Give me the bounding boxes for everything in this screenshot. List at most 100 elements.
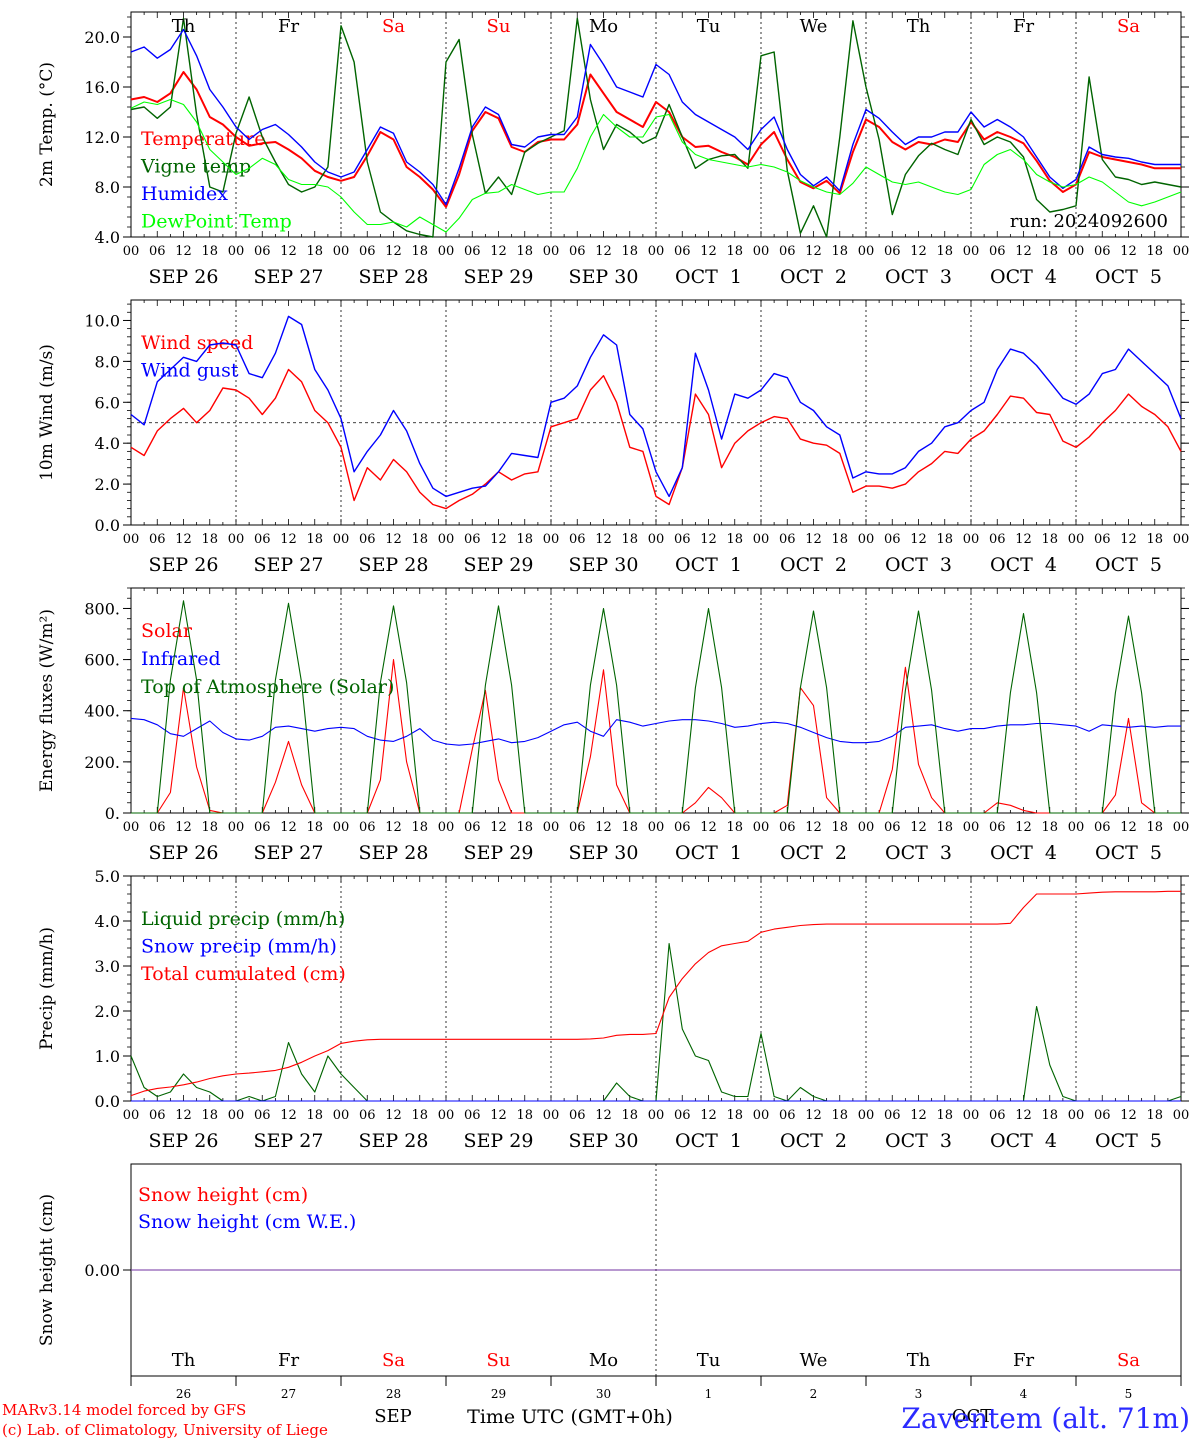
series-line-3	[130, 890, 1181, 1097]
hour-tick-label: 18	[411, 1108, 428, 1123]
hour-tick-label: 06	[569, 244, 586, 259]
hour-tick-label: 00	[228, 244, 245, 259]
weekday-label: Th	[907, 1350, 931, 1371]
hour-tick-label: 18	[621, 820, 638, 835]
y-tick-label: 4.0	[95, 912, 120, 931]
hour-tick-label: 18	[306, 820, 323, 835]
hour-tick-label: 00	[438, 820, 455, 835]
hour-tick-label: 06	[149, 244, 166, 259]
hour-tick-label: 12	[1015, 532, 1032, 547]
hour-tick-label: 12	[1120, 532, 1137, 547]
hour-tick-label: 12	[280, 244, 297, 259]
weekday-label: Th	[907, 16, 931, 37]
hour-tick-label: 00	[228, 820, 245, 835]
hour-tick-label: 00	[123, 1108, 140, 1123]
hour-tick-label: 00	[543, 820, 560, 835]
weekday-label: Fr	[1013, 1350, 1034, 1371]
hour-tick-label: 12	[910, 1108, 927, 1123]
hour-tick-label: 06	[779, 244, 796, 259]
hour-tick-label: 00	[753, 820, 770, 835]
legend-entry: Total cumulated (cm)	[141, 963, 346, 985]
weekday-label: Mo	[589, 16, 618, 37]
y-tick-label: 2.0	[95, 1002, 120, 1021]
hour-tick-label: 12	[805, 1108, 822, 1123]
hour-tick-label: 12	[1120, 1108, 1137, 1123]
legend-entry: Wind gust	[141, 360, 239, 382]
date-label: SEP 27	[254, 266, 324, 288]
hour-tick-label: 06	[359, 1108, 376, 1123]
hour-tick-label: 18	[621, 1108, 638, 1123]
legend-entry: Top of Atmosphere (Solar)	[141, 676, 394, 698]
date-label: OCT 3	[885, 1130, 952, 1152]
y-tick-label: 3.0	[95, 957, 120, 976]
weekday-label: Sa	[1117, 16, 1140, 37]
y-tick-label: 4.0	[95, 228, 120, 247]
hour-tick-label: 12	[280, 1108, 297, 1123]
hour-tick-label: 00	[858, 244, 875, 259]
day-number: 29	[491, 1387, 506, 1401]
date-label: OCT 2	[780, 1130, 847, 1152]
hour-tick-label: 12	[595, 1108, 612, 1123]
hour-tick-label: 00	[1173, 532, 1190, 547]
hour-tick-label: 06	[464, 1108, 481, 1123]
y-tick-label: 800.	[84, 599, 120, 618]
day-number: 2	[810, 1387, 818, 1401]
hour-tick-label: 18	[726, 820, 743, 835]
legend-entry: Wind speed	[141, 332, 253, 354]
hour-tick-label: 18	[936, 244, 953, 259]
hour-tick-label: 00	[333, 1108, 350, 1123]
hour-tick-label: 00	[123, 820, 140, 835]
hour-tick-label: 12	[595, 532, 612, 547]
hour-tick-label: 00	[753, 244, 770, 259]
hour-tick-label: 18	[201, 532, 218, 547]
y-tick-label: 16.0	[84, 78, 120, 97]
hour-tick-label: 00	[123, 244, 140, 259]
hour-tick-label: 18	[621, 244, 638, 259]
hour-tick-label: 06	[464, 820, 481, 835]
hour-tick-label: 00	[858, 532, 875, 547]
date-label: SEP 27	[254, 842, 324, 864]
weekday-label: Su	[487, 16, 511, 37]
month-label: SEP	[374, 1406, 412, 1427]
hour-tick-label: 00	[1173, 244, 1190, 259]
date-label: SEP 26	[149, 842, 219, 864]
y-axis-label: Precip (mm/h)	[37, 927, 57, 1050]
hour-tick-label: 06	[359, 532, 376, 547]
hour-tick-label: 18	[516, 532, 533, 547]
day-number: 26	[176, 1387, 191, 1401]
hour-tick-label: 12	[385, 1108, 402, 1123]
series-line-2	[130, 315, 1182, 498]
hour-tick-label: 12	[280, 532, 297, 547]
hour-tick-label: 00	[438, 532, 455, 547]
hour-tick-label: 06	[674, 820, 691, 835]
y-tick-label: 600.	[84, 651, 120, 670]
day-number: 5	[1125, 1387, 1133, 1401]
hour-tick-label: 06	[359, 244, 376, 259]
hour-tick-label: 18	[936, 820, 953, 835]
hour-tick-label: 12	[280, 820, 297, 835]
date-label: SEP 29	[464, 554, 534, 576]
hour-tick-label: 00	[1068, 1108, 1085, 1123]
hour-tick-label: 06	[884, 532, 901, 547]
hour-tick-label: 18	[831, 532, 848, 547]
hour-tick-label: 12	[175, 532, 192, 547]
hour-tick-label: 06	[149, 532, 166, 547]
date-label: OCT 1	[675, 554, 742, 576]
hour-tick-label: 12	[175, 820, 192, 835]
date-label: OCT 1	[675, 842, 742, 864]
hour-tick-label: 06	[254, 532, 271, 547]
hour-tick-label: 12	[490, 820, 507, 835]
date-label: OCT 1	[675, 266, 742, 288]
series-line-2	[130, 17, 1182, 238]
lab-credit: (c) Lab. of Climatology, University of L…	[2, 1421, 328, 1439]
hour-tick-label: 06	[884, 244, 901, 259]
y-tick-label: 20.0	[84, 28, 120, 47]
hour-tick-label: 12	[910, 244, 927, 259]
hour-tick-label: 06	[569, 532, 586, 547]
hour-tick-label: 12	[1120, 244, 1137, 259]
y-tick-label: 0.00	[84, 1261, 120, 1280]
hour-tick-label: 00	[123, 532, 140, 547]
y-tick-label: 0.0	[95, 1092, 120, 1111]
day-number: 3	[915, 1387, 923, 1401]
hour-tick-label: 12	[910, 532, 927, 547]
